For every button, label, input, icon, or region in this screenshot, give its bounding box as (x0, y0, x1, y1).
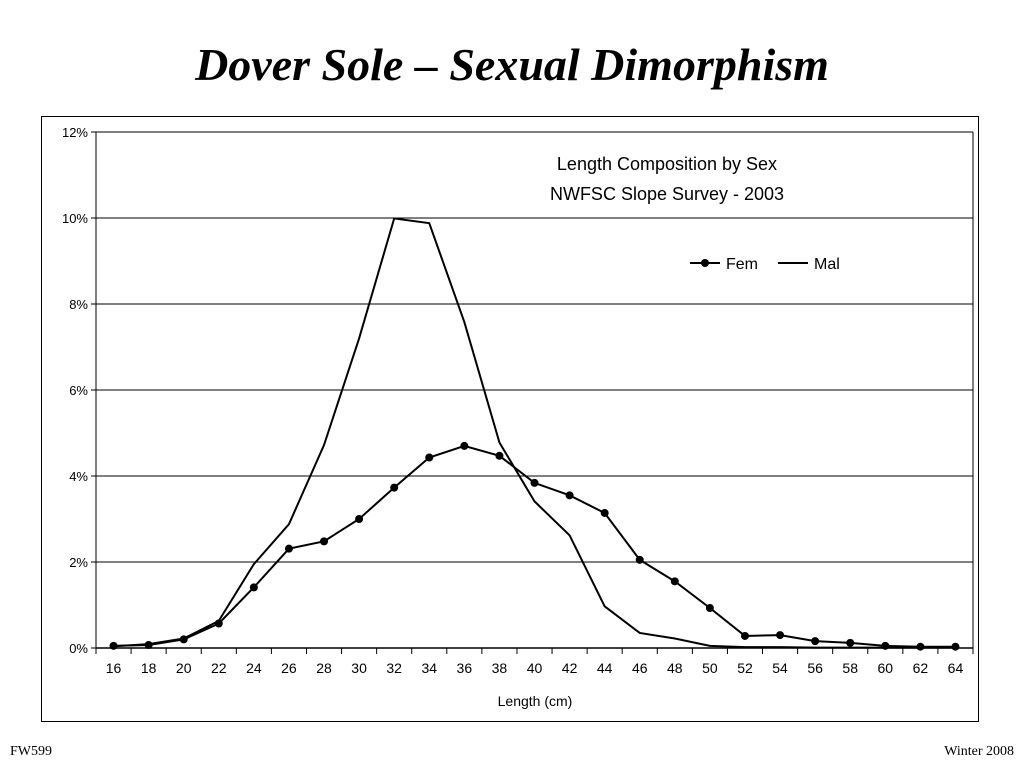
x-tick-label: 20 (176, 660, 192, 676)
x-tick-label: 26 (281, 660, 297, 676)
x-tick-label: 30 (351, 660, 367, 676)
y-tick-label: 12% (62, 125, 88, 140)
x-tick-label: 52 (737, 660, 753, 676)
slide-title: Dover Sole – Sexual Dimorphism (195, 39, 829, 90)
chart-title: Length Composition by Sex (557, 154, 777, 174)
data-point-fem (846, 638, 855, 647)
x-tick-label: 34 (421, 660, 437, 676)
data-point-fem (881, 641, 890, 650)
legend-marker-fem (701, 259, 709, 267)
axes: 0% 2% 4% 6% 8% 10% 12% 16 18 20 22 24 26 28 30 32 34 36 38… (62, 125, 974, 676)
x-tick-label: 32 (386, 660, 402, 676)
series-line-mal (113, 217, 956, 649)
x-tick-label: 48 (667, 660, 683, 676)
y-tick-label: 2% (69, 555, 88, 570)
chart-subtitle: NWFSC Slope Survey - 2003 (550, 184, 784, 204)
data-point-fem (670, 577, 679, 586)
data-point-fem (425, 453, 434, 462)
x-tick-label: 54 (772, 660, 788, 676)
x-tick-label: 28 (316, 660, 332, 676)
x-axis-title: Length (cm) (498, 693, 573, 709)
x-tick-label: 16 (106, 660, 122, 676)
data-point-fem (320, 537, 329, 546)
legend-label-fem: Fem (726, 256, 758, 273)
data-point-fem (495, 451, 504, 460)
x-tick-label: 18 (141, 660, 157, 676)
data-point-fem (811, 637, 820, 646)
x-tick-label: 50 (702, 660, 718, 676)
x-tick-label: 22 (211, 660, 227, 676)
data-point-fem (460, 441, 469, 450)
x-tick-label: 38 (492, 660, 508, 676)
data-point-fem (355, 515, 364, 523)
x-tick-label: 42 (562, 660, 578, 676)
y-tick-label: 0% (69, 641, 88, 656)
data-point-fem (390, 483, 399, 492)
footer-term: Winter 2008 (944, 744, 1014, 759)
length-composition-chart: 0% 2% 4% 6% 8% 10% 12% 16 18 20 22 24 26 28 30 32 34 36 38… (62, 125, 974, 709)
data-point-fem (600, 508, 609, 517)
data-point-fem (740, 631, 749, 640)
data-point-fem (635, 555, 644, 564)
x-tick-label: 62 (913, 660, 929, 676)
x-tick-label: 36 (457, 660, 473, 676)
x-tick-label: 40 (527, 660, 543, 676)
gridlines (96, 131, 973, 563)
data-point-fem (530, 478, 539, 487)
legend: Fem Mal (690, 256, 840, 273)
x-tick-label: 64 (948, 660, 964, 676)
x-tick-label: 56 (807, 660, 823, 676)
x-tick-label: 60 (878, 660, 894, 676)
x-tick-label: 58 (842, 660, 858, 676)
data-point-fem (776, 631, 785, 640)
x-tick-label: 46 (632, 660, 648, 676)
data-point-fem (249, 583, 258, 592)
footer-course-code: FW599 (10, 744, 52, 759)
y-tick-label: 8% (69, 297, 88, 312)
data-point-fem (284, 544, 293, 553)
data-point-fem (565, 491, 574, 500)
x-tick-label: 44 (597, 660, 613, 676)
y-tick-label: 10% (62, 211, 88, 226)
series-lines (109, 217, 960, 651)
y-tick-label: 4% (69, 469, 88, 484)
x-tick-label: 24 (246, 660, 262, 676)
chart-frame: 0% 2% 4% 6% 8% 10% 12% 16 18 20 22 24 26 28 30 32 34 36 38… (41, 116, 979, 722)
y-tick-label: 6% (69, 383, 88, 398)
legend-label-mal: Mal (814, 256, 840, 273)
data-point-fem (705, 604, 714, 613)
